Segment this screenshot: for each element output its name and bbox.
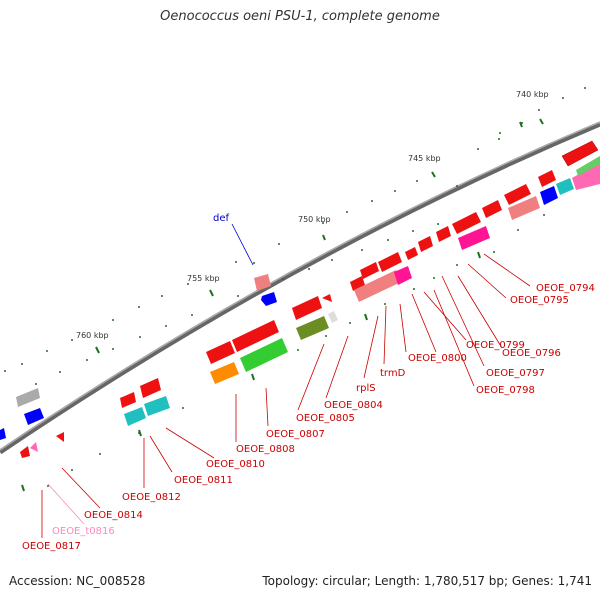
genome-backbone xyxy=(0,121,600,455)
gene-0795 xyxy=(504,184,531,205)
gene-light-rplS xyxy=(354,270,401,302)
gene-gray-0805 xyxy=(328,311,338,323)
gene-0796 xyxy=(482,200,502,218)
gene-0808 xyxy=(232,320,279,352)
inner-tick-ring xyxy=(47,214,545,487)
gene-def xyxy=(254,274,271,291)
leader-0798 xyxy=(433,289,475,387)
label-t0816: OEOE_t0816 xyxy=(52,526,115,537)
leader-0797 xyxy=(441,275,485,367)
outer-tick-ring xyxy=(4,87,586,385)
scale-label-740: 740 kbp xyxy=(516,90,549,99)
gene-light-0795 xyxy=(508,196,540,220)
label-0794: OEOE_0794 xyxy=(536,283,595,294)
inner-strand-genes xyxy=(20,156,600,458)
leader-0794 xyxy=(483,253,531,287)
topology-text: Topology: circular; Length: 1,780,517 bp… xyxy=(262,574,592,588)
label-0811: OEOE_0811 xyxy=(174,475,233,486)
leader-trmD-2 xyxy=(383,305,387,365)
gene-0810 xyxy=(206,341,235,364)
gene-0812 xyxy=(120,392,136,408)
scale-label-745: 745 kbp xyxy=(408,154,441,163)
gene-magenta-trmD xyxy=(394,266,412,285)
label-def: def xyxy=(213,213,230,224)
gene-red-0817 xyxy=(20,446,30,458)
leader-t0816 xyxy=(47,483,85,525)
label-0798: OEOE_0798 xyxy=(476,385,535,396)
gene-rplS xyxy=(360,262,379,279)
label-0804: OEOE_0804 xyxy=(324,400,383,411)
label-0799: OEOE_0799 xyxy=(466,340,525,351)
accession-text: Accession: NC_008528 xyxy=(9,574,146,588)
outer-tick-marks xyxy=(95,118,544,354)
gene-olive-0807 xyxy=(296,316,329,340)
gene-0800 xyxy=(405,247,418,260)
label-0805: OEOE_0805 xyxy=(296,413,355,424)
gene-0805 xyxy=(322,294,332,302)
scale-label-750: 750 kbp xyxy=(298,215,331,224)
label-rplS: rplS xyxy=(356,383,376,394)
leader-0814 xyxy=(61,467,101,509)
gene-pink-t0816 xyxy=(30,442,38,452)
gene-0811 xyxy=(140,378,161,398)
gene-green-0808 xyxy=(240,338,288,372)
gene-0807 xyxy=(292,296,322,320)
label-0800: OEOE_0800 xyxy=(408,353,467,364)
leader-rplS xyxy=(363,315,379,379)
leader-0810 xyxy=(165,427,215,459)
scale-label-755: 755 kbp xyxy=(187,274,220,283)
leader-0804 xyxy=(325,335,349,399)
gene-0794b xyxy=(538,170,556,187)
leader-0805 xyxy=(297,343,325,411)
gene-trmD xyxy=(378,252,402,272)
label-0797: OEOE_0797 xyxy=(486,368,545,379)
gene-cyan-0811 xyxy=(144,396,170,416)
gene-0794 xyxy=(561,140,599,167)
leader-0795 xyxy=(467,263,507,299)
gene-blue-0794 xyxy=(540,186,558,205)
leader-0811 xyxy=(149,435,173,473)
scale-label-760: 760 kbp xyxy=(76,331,109,340)
leader-0799 xyxy=(423,291,467,341)
leader-0800 xyxy=(411,293,437,353)
label-trmD: trmD xyxy=(380,368,406,379)
gene-multicolor-right xyxy=(572,162,600,190)
leader-trmD xyxy=(399,303,407,353)
gene-blue-edge xyxy=(0,428,6,440)
label-0817: OEOE_0817 xyxy=(22,541,81,552)
leader-0807 xyxy=(265,387,269,427)
scale-labels: 740 kbp 745 kbp 750 kbp 755 kbp 760 kbp xyxy=(76,90,549,340)
gene-0797 xyxy=(452,212,481,234)
genome-backbone-highlight xyxy=(0,121,600,451)
label-0795: OEOE_0795 xyxy=(510,295,569,306)
leader-lines xyxy=(41,253,531,538)
label-0810: OEOE_0810 xyxy=(206,459,265,470)
label-0796: OEOE_0796 xyxy=(502,348,561,359)
gene-orange-0810 xyxy=(210,362,239,384)
label-0808: OEOE_0808 xyxy=(236,444,295,455)
gene-0804 xyxy=(350,276,365,291)
gene-blue-def xyxy=(261,292,277,306)
gene-magenta-0797 xyxy=(458,226,490,250)
inner-tick-marks xyxy=(21,251,481,492)
gene-gray-outer xyxy=(16,388,40,407)
genome-title: Oenococcus oeni PSU-1, complete genome xyxy=(160,9,440,24)
gene-cyan-0812 xyxy=(124,407,146,426)
outer-strand-genes xyxy=(0,140,599,440)
gene-green-right xyxy=(576,156,600,176)
leader-0796 xyxy=(457,275,503,349)
label-0807: OEOE_0807 xyxy=(266,429,325,440)
leader-def xyxy=(231,223,254,266)
label-0812: OEOE_0812 xyxy=(122,492,181,503)
feature-labels: def OEOE_0794 OEOE_0795 OEOE_0796 OEOE_0… xyxy=(22,213,595,552)
gene-cyan-0794 xyxy=(556,178,574,195)
gene-blue-outer xyxy=(24,408,44,425)
gene-0799 xyxy=(418,236,433,252)
label-0814: OEOE_0814 xyxy=(84,510,143,521)
gene-0798 xyxy=(436,226,451,242)
gene-red-0814 xyxy=(56,432,64,442)
